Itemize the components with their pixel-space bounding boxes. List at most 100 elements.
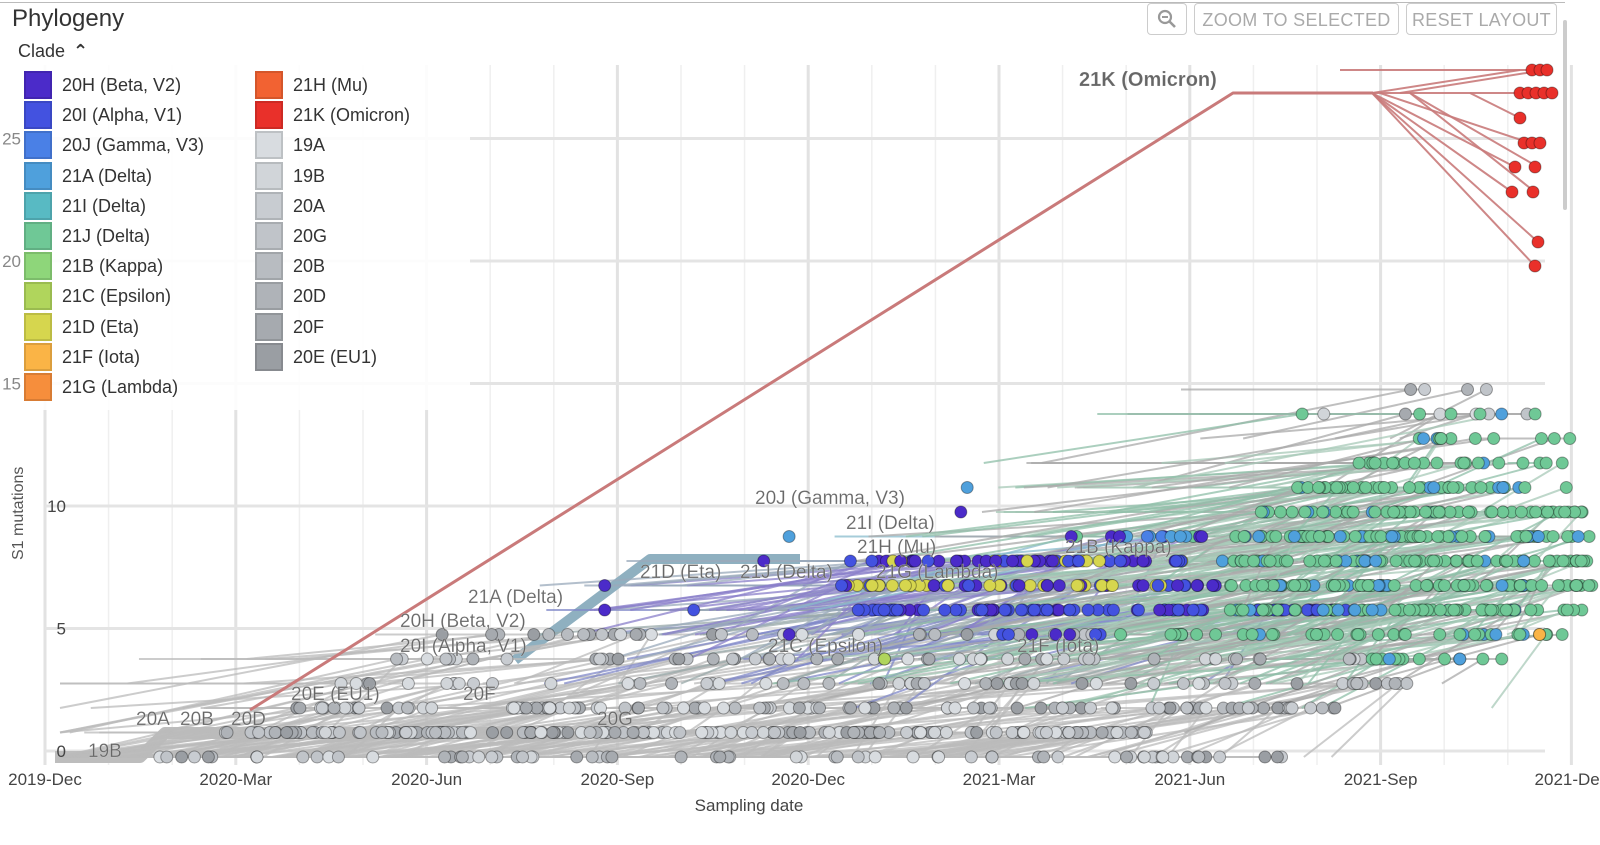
tip-node[interactable] <box>1173 530 1187 543</box>
tip-node[interactable] <box>917 677 931 690</box>
tip-node[interactable] <box>868 750 882 764</box>
tip-node[interactable] <box>1438 652 1452 666</box>
tip-node[interactable] <box>175 750 189 764</box>
tip-node[interactable] <box>912 628 926 641</box>
tip-node[interactable] <box>1072 554 1086 568</box>
tip-node[interactable] <box>1541 505 1555 519</box>
tip-node[interactable] <box>941 579 955 592</box>
tip-node[interactable] <box>1539 456 1553 470</box>
tip-node[interactable] <box>1164 628 1178 641</box>
tip-node[interactable] <box>1329 505 1343 519</box>
tip-node[interactable] <box>1377 481 1391 494</box>
tip-node[interactable] <box>1534 432 1548 445</box>
tip-node[interactable] <box>1265 628 1279 641</box>
tip-node[interactable] <box>1124 726 1138 739</box>
tip-node[interactable] <box>1330 481 1344 494</box>
tip-node[interactable] <box>1350 677 1364 690</box>
tip-node[interactable] <box>401 677 415 690</box>
tip-node[interactable] <box>878 652 892 666</box>
tip-node[interactable] <box>1517 554 1531 568</box>
tip-node[interactable] <box>1513 579 1527 592</box>
tip-node[interactable] <box>700 677 714 690</box>
tip-node[interactable] <box>527 628 541 641</box>
tip-node[interactable] <box>519 701 533 715</box>
tip-node[interactable] <box>928 726 942 739</box>
tip-node[interactable] <box>296 750 310 764</box>
tip-node[interactable] <box>1402 481 1416 494</box>
tip-node[interactable] <box>561 726 575 739</box>
tip-node[interactable] <box>753 701 767 715</box>
tip-node[interactable] <box>160 750 174 764</box>
tip-node[interactable] <box>1310 628 1324 641</box>
tip-node[interactable] <box>1153 603 1167 617</box>
tip-node[interactable] <box>390 652 404 666</box>
tip-node[interactable] <box>401 701 415 715</box>
tip-node[interactable] <box>1387 505 1401 519</box>
tip-node[interactable] <box>1027 603 1041 617</box>
tip-node[interactable] <box>1513 111 1527 125</box>
tip-node[interactable] <box>1333 530 1347 543</box>
tip-node[interactable] <box>865 579 879 592</box>
tip-node[interactable] <box>887 701 901 715</box>
tip-node[interactable] <box>1496 505 1510 519</box>
tip-node[interactable] <box>1444 407 1458 421</box>
tip-node[interactable] <box>1190 579 1204 592</box>
tip-node[interactable] <box>913 726 927 739</box>
tip-node[interactable] <box>608 726 622 739</box>
tip-node[interactable] <box>822 726 836 739</box>
tip-node[interactable] <box>716 701 730 715</box>
tip-node[interactable] <box>583 726 597 739</box>
tip-node[interactable] <box>1582 579 1596 592</box>
tip-node[interactable] <box>438 750 452 764</box>
tip-node[interactable] <box>1473 407 1487 421</box>
tip-node[interactable] <box>789 750 803 764</box>
tip-node[interactable] <box>1163 701 1177 715</box>
tip-node[interactable] <box>1192 677 1206 690</box>
tip-node[interactable] <box>626 726 640 739</box>
tip-node[interactable] <box>268 726 282 739</box>
tip-node[interactable] <box>998 603 1012 617</box>
tip-node[interactable] <box>782 628 796 641</box>
tip-node[interactable] <box>1248 677 1262 690</box>
tip-node[interactable] <box>621 677 635 690</box>
tip-node[interactable] <box>1500 554 1514 568</box>
tip-node[interactable] <box>906 750 920 764</box>
tip-node[interactable] <box>1551 579 1565 592</box>
tip-node[interactable] <box>1342 652 1356 666</box>
tip-node[interactable] <box>1199 701 1213 715</box>
tip-node[interactable] <box>1331 603 1345 617</box>
tip-node[interactable] <box>928 628 942 641</box>
legend-toggle[interactable]: Clade ⌃ <box>18 41 88 62</box>
tip-node[interactable] <box>1461 505 1475 519</box>
tip-node[interactable] <box>1407 456 1421 470</box>
tip-node[interactable] <box>952 652 966 666</box>
tip-node[interactable] <box>932 750 946 764</box>
tip-node[interactable] <box>1540 63 1554 77</box>
tip-node[interactable] <box>201 750 215 764</box>
tip-node[interactable] <box>1413 407 1427 421</box>
tip-node[interactable] <box>1192 750 1206 764</box>
tip-node[interactable] <box>1253 652 1267 666</box>
tip-node[interactable] <box>1137 726 1151 739</box>
tip-node[interactable] <box>1346 505 1360 519</box>
tip-node[interactable] <box>1190 628 1204 641</box>
tip-node[interactable] <box>748 652 762 666</box>
tip-node[interactable] <box>1040 603 1054 617</box>
tip-node[interactable] <box>831 652 845 666</box>
tip-node[interactable] <box>673 726 687 739</box>
tip-node[interactable] <box>420 652 434 666</box>
tip-node[interactable] <box>435 628 449 641</box>
tip-node[interactable] <box>1431 530 1445 543</box>
tip-node[interactable] <box>1528 160 1542 174</box>
tip-node[interactable] <box>1479 579 1493 592</box>
tip-node[interactable] <box>1485 505 1499 519</box>
tip-node[interactable] <box>834 579 848 592</box>
tip-node[interactable] <box>1295 407 1309 421</box>
tip-node[interactable] <box>1063 628 1077 641</box>
tip-node[interactable] <box>793 726 807 739</box>
tip-node[interactable] <box>822 677 836 690</box>
tip-node[interactable] <box>1263 554 1277 568</box>
tip-node[interactable] <box>1285 505 1299 519</box>
reset-layout-button[interactable]: RESET LAYOUT <box>1406 3 1557 35</box>
tip-node[interactable] <box>1014 603 1028 617</box>
